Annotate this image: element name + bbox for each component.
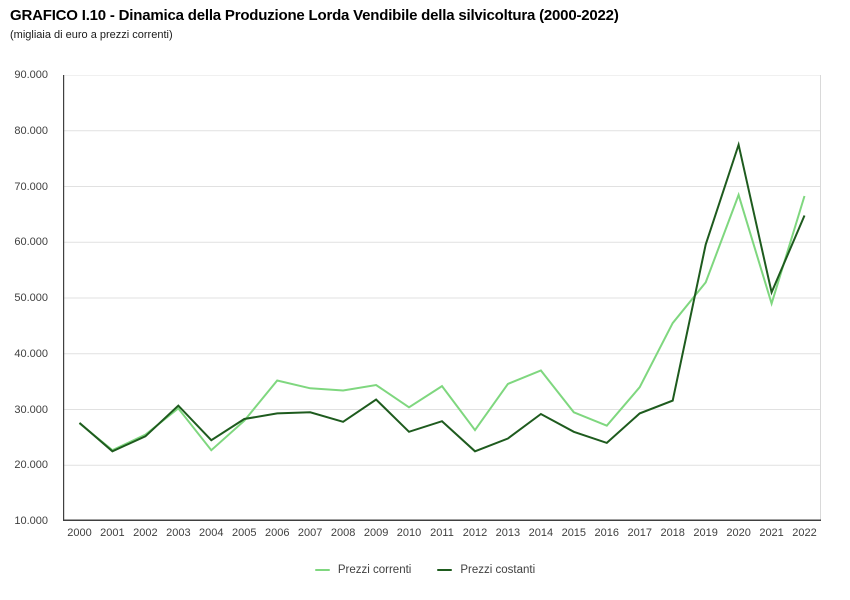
y-tick-label: 10.000 <box>14 515 48 527</box>
y-tick-label: 20.000 <box>14 459 48 472</box>
x-tick-label: 2021 <box>759 527 784 539</box>
x-tick-label: 2011 <box>430 527 454 539</box>
plot-svg <box>62 74 821 521</box>
x-axis-tick-labels: 2000 2001 2002 2003 2004 2005 2006 2007 2008 2009… <box>63 527 821 543</box>
x-tick-label: 2019 <box>693 527 718 539</box>
x-tick-label: 2022 <box>792 527 817 539</box>
chart-subtitle: (migliaia di euro a prezzi correnti) <box>10 29 173 41</box>
x-tick-label: 2017 <box>627 527 652 539</box>
y-tick-label: 30.000 <box>14 403 48 416</box>
legend-label-correnti: Prezzi correnti <box>337 564 412 576</box>
x-tick-label: 2009 <box>363 527 389 539</box>
x-tick-label: 2020 <box>726 527 751 539</box>
x-tick-label: 2008 <box>330 527 356 539</box>
x-tick-label: 2010 <box>396 527 422 539</box>
x-tick-label: 2015 <box>561 527 587 539</box>
x-tick-label: 2006 <box>264 527 290 539</box>
legend-swatch-costanti <box>437 568 453 572</box>
y-axis-tick-labels: 90.000 80.000 70.000 60.000 50.000 40.000 30.0… <box>0 69 48 527</box>
legend: Prezzi correnti Prezzi costanti <box>0 560 850 580</box>
x-tick-label: 2001 <box>100 527 125 539</box>
legend-label-costanti: Prezzi costanti <box>460 564 536 576</box>
x-tick-label: 2002 <box>133 527 158 539</box>
x-tick-label: 2003 <box>166 527 191 539</box>
x-tick-label: 2005 <box>232 527 257 539</box>
x-tick-label: 2016 <box>594 527 620 539</box>
series-line-prezzi-costanti <box>78 140 806 453</box>
x-tick-label: 2013 <box>495 527 521 539</box>
x-tick-label: 2007 <box>297 527 323 539</box>
x-tick-label: 2000 <box>67 527 92 539</box>
y-tick-label: 40.000 <box>14 347 48 360</box>
x-tick-label: 2012 <box>462 527 488 539</box>
x-tick-label: 2014 <box>528 527 554 539</box>
x-tick-label: 2018 <box>660 527 685 539</box>
y-tick-label: 90.000 <box>14 69 48 81</box>
legend-item-prezzi-costanti: Prezzi costanti <box>437 564 535 576</box>
x-tick-label: 2004 <box>199 527 224 539</box>
plot-area <box>62 74 821 521</box>
y-tick-label: 50.000 <box>14 292 48 304</box>
y-tick-label: 80.000 <box>14 124 48 137</box>
y-tick-label: 70.000 <box>14 180 48 193</box>
y-tick-label: 60.000 <box>14 236 48 249</box>
legend-swatch-correnti <box>314 568 330 572</box>
chart-title: GRAFICO I.10 - Dinamica della Produzione… <box>10 7 619 24</box>
legend-item-prezzi-correnti: Prezzi correnti <box>314 564 412 576</box>
series-line-prezzi-correnti <box>78 191 806 452</box>
